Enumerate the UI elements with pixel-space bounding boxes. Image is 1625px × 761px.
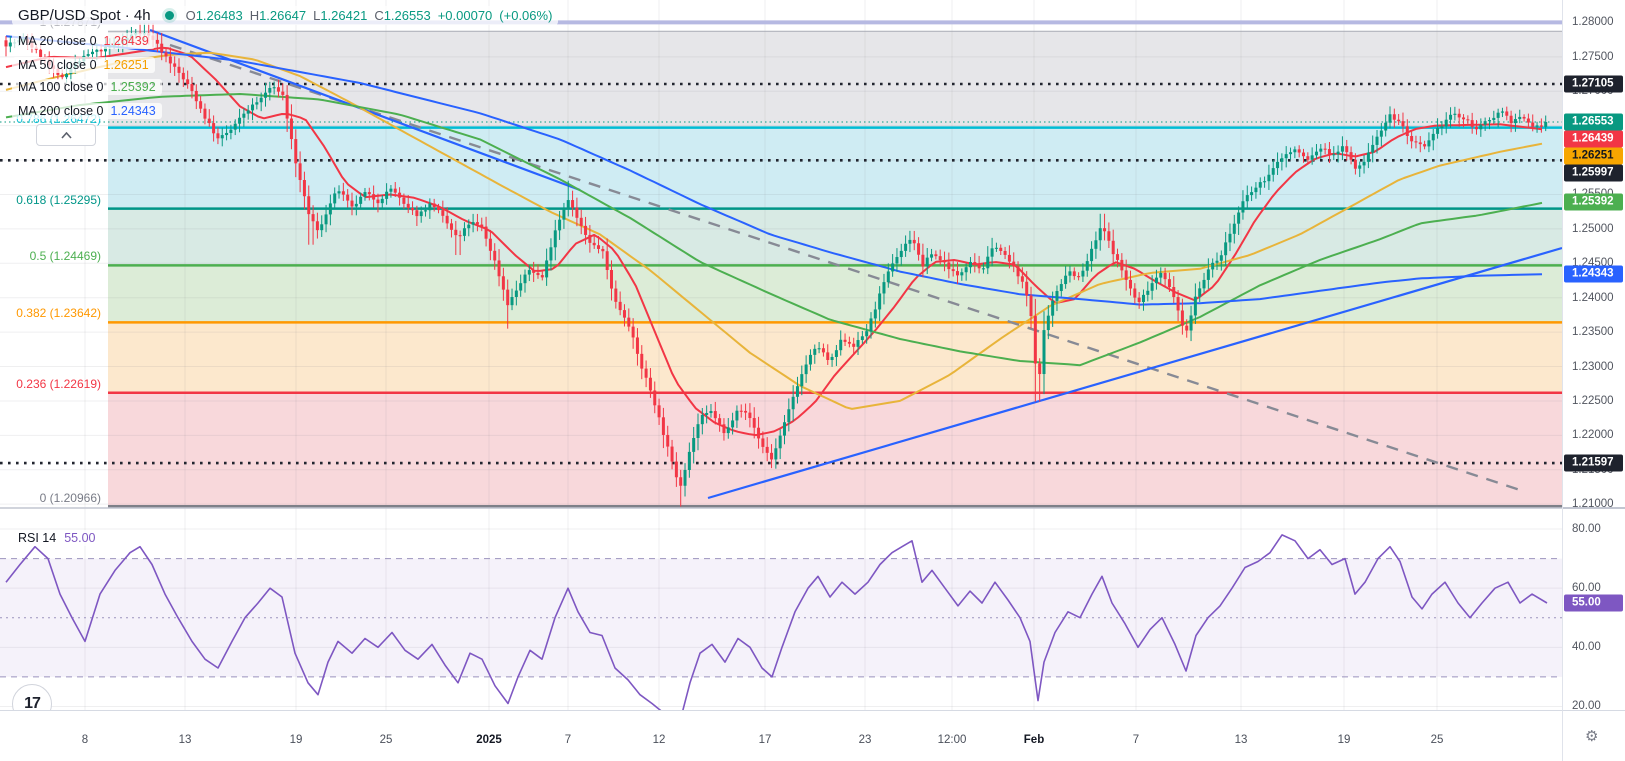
rsi-value: 55.00 [64, 531, 96, 545]
ma-legend-row[interactable]: MA 100 close 0 1.25392 [12, 79, 162, 95]
time-axis-label: 7 [1132, 734, 1140, 746]
price-axis-label: 1.25000 [1572, 222, 1614, 235]
axis-corner: ⚙ [1562, 710, 1625, 761]
price-axis-badge: 1.26251 [1564, 147, 1623, 165]
price-axis-label: 1.22000 [1572, 429, 1614, 442]
price-axis-badge: 1.24343 [1564, 265, 1623, 283]
price-axis-badge: 1.26553 [1564, 113, 1623, 131]
ma-row-label: MA 50 close 0 [18, 58, 97, 72]
chart-plot-area[interactable]: 1 (1.27871)0.786 (1.26472)0.618 (1.25295… [0, 0, 1562, 724]
rsi-label: RSI 14 [18, 531, 57, 545]
ma-legend-row[interactable]: MA 50 close 0 1.26251 [12, 57, 155, 73]
chart-canvas[interactable] [0, 0, 1562, 710]
ma-legend-row[interactable]: MA 20 close 0 1.26439 [12, 33, 155, 49]
time-axis-label: 13 [1234, 734, 1248, 746]
symbol-title-row[interactable]: GBP/USD Spot · 4h O1.26483 H1.26647 L1.2… [12, 6, 559, 25]
fib-level-label: 0.382 (1.23642) [16, 306, 101, 321]
fib-level-label: 0.236 (1.22619) [16, 376, 101, 391]
rsi-axis-label: 80.00 [1572, 523, 1601, 535]
price-axis-label: 1.27500 [1572, 50, 1614, 63]
ma-row-value: 1.24343 [110, 104, 156, 118]
time-axis-label: 23 [858, 734, 872, 746]
rsi-line[interactable] [5, 534, 1548, 710]
legend-collapse-button[interactable] [36, 124, 96, 146]
fib-level-label: 0 (1.20966) [39, 490, 101, 505]
price-axis-badge: 1.26439 [1564, 130, 1623, 148]
time-axis-label: 19 [289, 734, 303, 746]
ma-row-value: 1.26439 [103, 34, 149, 48]
fib-zone [108, 392, 1562, 507]
gear-icon[interactable]: ⚙ [1585, 728, 1599, 745]
rsi-axis-label: 40.00 [1572, 641, 1601, 654]
ma-row-value: 1.25392 [110, 80, 156, 94]
time-axis-label: 19 [1337, 734, 1351, 746]
fib-zone [108, 265, 1562, 323]
ohlc-values: O1.26483 H1.26647 L1.26421 C1.26553 +0.0… [185, 8, 553, 23]
change-value: +0.00070 [437, 8, 493, 23]
market-status-dot-icon [164, 11, 174, 20]
time-axis-label: 25 [1430, 734, 1444, 746]
price-axis-label: 1.23000 [1572, 360, 1614, 373]
price-axis-badge: 1.25392 [1564, 193, 1623, 211]
ma-line-ma20[interactable] [5, 46, 1543, 437]
low-value: 1.26421 [320, 8, 368, 23]
price-axis-badge: 1.27105 [1564, 75, 1623, 93]
descending-dashed-resistance[interactable] [169, 43, 1521, 492]
price-axis-label: 1.28000 [1572, 16, 1614, 29]
time-axis-label: 2025 [476, 734, 502, 746]
fib-level-label: 0.5 (1.24469) [29, 249, 101, 264]
ma-line-ma100[interactable] [5, 93, 1543, 367]
axis-pane-separator [1563, 507, 1625, 509]
ma-row-label: MA 20 close 0 [18, 34, 97, 48]
time-axis-label: 12:00 [937, 734, 967, 746]
ma-row-value: 1.26251 [103, 58, 149, 72]
fib-zone [108, 31, 1562, 128]
fib-zone [108, 127, 1562, 209]
time-axis-label: 17 [758, 734, 772, 746]
high-value: 1.26647 [259, 8, 307, 23]
chevron-up-icon [60, 131, 72, 139]
time-axis-label: 12 [652, 734, 666, 746]
open-value: 1.26483 [195, 8, 243, 23]
price-axis-badge: 1.25997 [1564, 164, 1623, 182]
time-axis-label: 25 [379, 734, 393, 746]
ma-row-label: MA 100 close 0 [18, 80, 104, 94]
ma-line-ma50[interactable] [5, 51, 1543, 410]
price-axis-badge: 1.21597 [1564, 454, 1623, 472]
time-axis-label: 13 [178, 734, 192, 746]
time-axis-label: 7 [564, 734, 572, 746]
rsi-legend-row[interactable]: RSI 14 55.00 [12, 530, 102, 546]
price-axis-label: 1.22500 [1572, 394, 1614, 407]
time-axis[interactable]: 8 13 19 25 2025 7 12 17 23 12:00 Feb 7 13 19 25 [0, 710, 1562, 761]
candles [4, 23, 1548, 507]
symbol-title: GBP/USD Spot · 4h [18, 7, 151, 24]
ma-row-label: MA 200 close 0 [18, 104, 104, 118]
price-axis[interactable]: 1.280001.275001.270001.255001.250001.245… [1562, 0, 1625, 713]
rsi-axis-label: 20.00 [1572, 700, 1601, 713]
change-pct-value: (+0.06%) [499, 8, 553, 23]
fib-zone [108, 322, 1562, 393]
rsi-axis-badge: 55.00 [1564, 594, 1623, 612]
ascending-blue-trendline[interactable] [707, 246, 1562, 500]
close-value: 1.26553 [383, 8, 431, 23]
rsi-axis-label: 60.00 [1572, 582, 1601, 595]
time-axis-label: 8 [81, 734, 89, 746]
tradingview-logo-glyph: 17 [24, 695, 41, 712]
price-axis-label: 1.23500 [1572, 326, 1614, 339]
ma-legend-row[interactable]: MA 200 close 0 1.24343 [12, 103, 162, 119]
fib-level-label: 0.618 (1.25295) [16, 192, 101, 207]
time-axis-label: Feb [1023, 734, 1045, 746]
price-axis-label: 1.24000 [1572, 291, 1614, 304]
ma-line-ma200[interactable] [5, 35, 1543, 306]
fib-zone [108, 208, 1562, 266]
